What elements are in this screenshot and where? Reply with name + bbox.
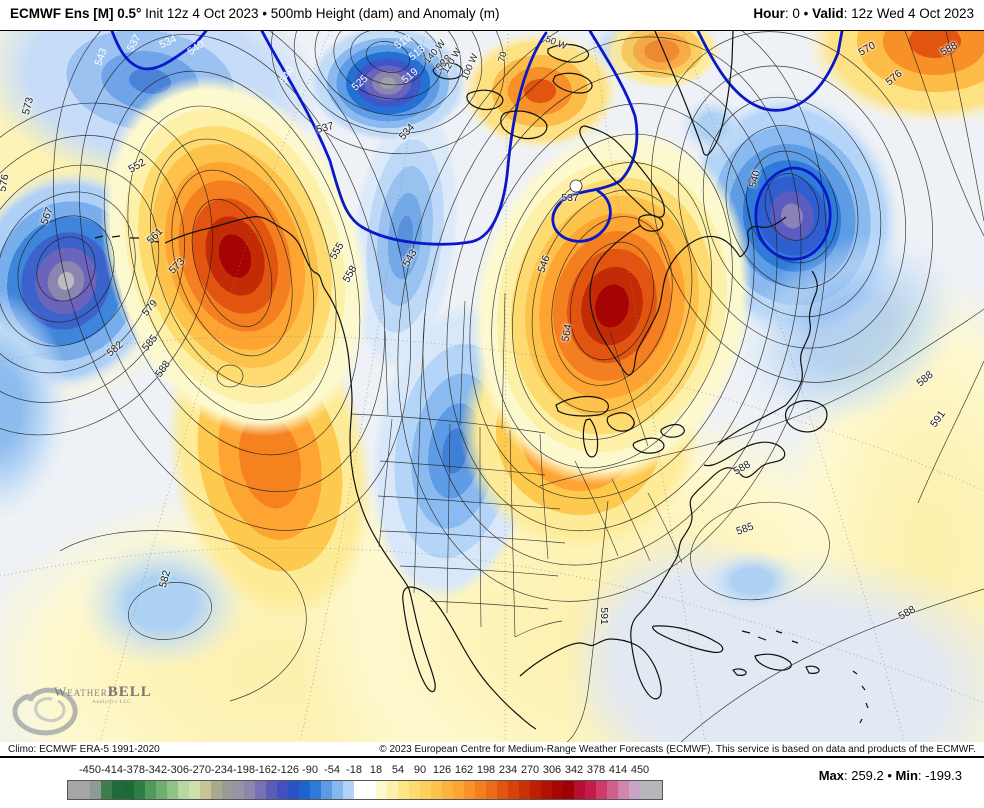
colorbar-cell — [508, 781, 530, 799]
colorbar-footer: -450 -414 -378 -342 -306 -270 -234 -198 -162 -126… — [0, 760, 984, 808]
colorbar-cell — [530, 781, 552, 799]
colorbar-cell — [112, 781, 134, 799]
colorbar-tick-label: -450 — [78, 764, 102, 776]
contour-label: 591 — [598, 607, 610, 625]
colorbar-cell — [376, 781, 398, 799]
max-min-readout: Max: 259.2 • Min: -199.3 — [819, 768, 962, 783]
copyright-attribution: © 2023 European Centre for Medium-Range … — [379, 744, 976, 755]
colorbar-cell — [464, 781, 486, 799]
colorbar-tick-label: -234 — [210, 764, 234, 776]
climo-attribution: Climo: ECMWF ERA-5 1991-2020 — [8, 744, 160, 755]
colorbar-cell — [134, 781, 156, 799]
colorbar-tick-label: 270 — [520, 764, 540, 776]
colorbar-tick-label: 414 — [608, 764, 628, 776]
colorbar-cell — [398, 781, 420, 799]
colorbar-tick-label: 198 — [476, 764, 496, 776]
min-value: : -199.3 — [917, 768, 962, 783]
colorbar-tick-label: -270 — [188, 764, 212, 776]
attribution-bar: Climo: ECMWF ERA-5 1991-2020 © 2023 Euro… — [0, 742, 984, 758]
colorbar-tick-label: -126 — [276, 764, 300, 776]
colorbar-tick-label: -198 — [232, 764, 256, 776]
weatherbell-logo: WeatherBELL Analytics LLC — [14, 666, 151, 714]
colorbar-cell — [310, 781, 332, 799]
graticule — [0, 31, 984, 743]
valid-label: Valid — [812, 6, 844, 21]
colorbar-tick-label: -54 — [324, 764, 340, 776]
colorbar-cell — [442, 781, 464, 799]
colorbar-tick-label: 18 — [369, 764, 383, 776]
colorbar-cell — [68, 781, 90, 799]
colorbar-tick-label: -18 — [346, 764, 362, 776]
max-label: Max — [818, 768, 844, 783]
colorbar — [67, 780, 663, 800]
weatherbell-logo-swirl — [12, 687, 78, 736]
valid-time: Hour: 0 • Valid: 12z Wed 4 Oct 2023 — [753, 6, 974, 21]
anomaly-map: 543 537 534 540 540 510 513 519 525 528 534 537 573 5… — [0, 30, 984, 743]
colorbar-tick-label: -342 — [144, 764, 168, 776]
colorbar-tick-label: 450 — [630, 764, 650, 776]
colorbar-cell — [486, 781, 508, 799]
colorbar-cell — [266, 781, 288, 799]
colorbar-cell — [90, 781, 112, 799]
colorbar-tick-label: -162 — [254, 764, 278, 776]
contour-label: 537 — [561, 192, 579, 204]
height-contours — [0, 31, 984, 743]
colorbar-cell — [244, 781, 266, 799]
hour-label: Hour — [753, 6, 785, 21]
min-label: Min — [895, 768, 918, 783]
colorbar-cell — [178, 781, 200, 799]
colorbar-tick-label: -414 — [100, 764, 124, 776]
colorbar-cell — [420, 781, 442, 799]
colorbar-cell — [200, 781, 222, 799]
header: ECMWF Ens [M] 0.5° Init 12z 4 Oct 2023 •… — [0, 0, 984, 30]
colorbar-tick-label: 306 — [542, 764, 562, 776]
colorbar-tick-label: 378 — [586, 764, 606, 776]
colorbar-cell — [574, 781, 596, 799]
colorbar-tick-label: 90 — [413, 764, 427, 776]
colorbar-cell — [618, 781, 640, 799]
colorbar-tick-label: 126 — [432, 764, 452, 776]
title-detail: Init 12z 4 Oct 2023 • 500mb Height (dam)… — [141, 6, 500, 21]
model-name: ECMWF Ens [M] 0.5° — [10, 6, 142, 21]
colorbar-cell — [354, 781, 376, 799]
colorbar-tick-label: 342 — [564, 764, 584, 776]
colorbar-cell — [640, 781, 662, 799]
colorbar-cell — [596, 781, 618, 799]
colorbar-cell — [156, 781, 178, 799]
logo-weather: Weather — [54, 684, 108, 699]
coastlines — [94, 31, 869, 730]
colorbar-cell — [288, 781, 310, 799]
max-value: : 259.2 • — [843, 768, 896, 783]
page-title: ECMWF Ens [M] 0.5° Init 12z 4 Oct 2023 •… — [10, 6, 500, 21]
logo-subtitle: Analytics LLC — [92, 699, 132, 705]
contour-540-blue — [110, 31, 844, 261]
colorbar-tick-label: -378 — [122, 764, 146, 776]
map-canvas — [0, 31, 984, 743]
contour-minimum-marker — [569, 179, 583, 193]
colorbar-tick-label: 162 — [454, 764, 474, 776]
hour-value: : 0 • — [784, 6, 813, 21]
colorbar-cell — [332, 781, 354, 799]
valid-value: : 12z Wed 4 Oct 2023 — [843, 6, 974, 21]
colorbar-tick-label: -90 — [302, 764, 318, 776]
colorbar-tick-label: 234 — [498, 764, 518, 776]
colorbar-tick-label: -306 — [166, 764, 190, 776]
borders — [351, 292, 683, 638]
colorbar-tick-label: 54 — [391, 764, 405, 776]
colorbar-cell — [222, 781, 244, 799]
logo-bell: BELL — [107, 684, 152, 700]
colorbar-cell — [552, 781, 574, 799]
